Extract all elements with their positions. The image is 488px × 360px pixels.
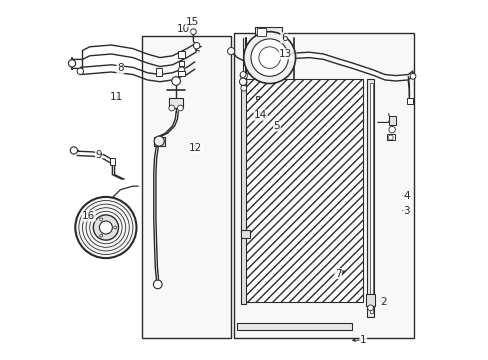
Circle shape <box>240 79 246 85</box>
Circle shape <box>227 48 234 55</box>
Text: 9: 9 <box>95 150 102 160</box>
Text: 14: 14 <box>254 110 267 120</box>
Circle shape <box>193 42 200 49</box>
Circle shape <box>93 215 118 240</box>
Circle shape <box>75 197 136 258</box>
Circle shape <box>387 135 392 140</box>
Circle shape <box>190 29 196 35</box>
Circle shape <box>177 105 183 111</box>
Circle shape <box>241 85 246 91</box>
Bar <box>178 61 184 66</box>
Circle shape <box>77 68 83 75</box>
Bar <box>168 98 183 108</box>
Bar <box>257 28 266 36</box>
Circle shape <box>258 47 280 68</box>
Circle shape <box>367 305 373 311</box>
Text: 4: 4 <box>403 191 409 201</box>
Circle shape <box>409 73 415 79</box>
Circle shape <box>154 136 164 146</box>
Text: 11: 11 <box>110 92 123 102</box>
Circle shape <box>168 105 174 111</box>
Bar <box>110 158 114 165</box>
Circle shape <box>68 60 76 67</box>
Bar <box>233 33 413 338</box>
Text: 13: 13 <box>279 49 292 59</box>
Text: 1: 1 <box>359 335 366 345</box>
Bar <box>153 137 164 146</box>
Bar <box>178 71 185 76</box>
Text: 7: 7 <box>334 269 341 279</box>
Text: 8: 8 <box>117 63 123 73</box>
Bar <box>237 323 351 330</box>
Circle shape <box>240 72 247 79</box>
Circle shape <box>244 32 295 84</box>
Circle shape <box>239 78 246 85</box>
Circle shape <box>240 72 245 77</box>
Text: 12: 12 <box>189 143 202 153</box>
Circle shape <box>178 67 184 73</box>
Text: 6: 6 <box>280 33 287 43</box>
Bar <box>366 294 374 306</box>
Circle shape <box>99 221 112 234</box>
Bar <box>255 96 258 99</box>
Circle shape <box>250 39 288 76</box>
Bar <box>366 79 373 317</box>
Text: 5: 5 <box>273 121 280 131</box>
Circle shape <box>114 226 117 229</box>
Bar <box>142 36 231 338</box>
Circle shape <box>388 126 394 133</box>
Bar <box>406 98 412 104</box>
Bar <box>244 79 362 302</box>
Bar <box>387 116 395 125</box>
Text: 3: 3 <box>403 206 409 216</box>
Bar <box>386 134 394 140</box>
Bar <box>369 83 372 313</box>
Circle shape <box>171 77 180 85</box>
Circle shape <box>70 147 77 154</box>
Text: 2: 2 <box>379 297 386 307</box>
Bar <box>241 77 245 304</box>
Bar <box>255 27 282 38</box>
Circle shape <box>100 218 102 221</box>
Text: 16: 16 <box>82 211 95 221</box>
Text: 15: 15 <box>185 17 199 27</box>
Text: 10: 10 <box>176 24 189 34</box>
Bar <box>177 51 185 58</box>
Bar <box>241 230 249 238</box>
Circle shape <box>100 234 102 237</box>
Circle shape <box>153 280 162 289</box>
Bar <box>156 68 162 76</box>
